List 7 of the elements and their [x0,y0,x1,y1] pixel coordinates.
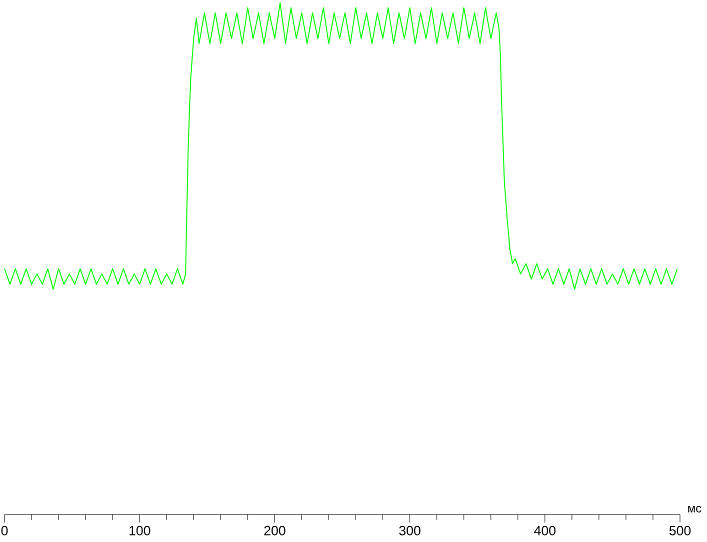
x-tick-label: 100 [130,526,150,536]
x-tick-label: 0 [1,526,8,536]
x-axis-title: мс [688,506,702,512]
x-tick-label: 400 [534,526,556,536]
x-tick-label: 300 [399,526,420,536]
x-tick-label: 200 [264,526,286,536]
x-tick-label: 500 [669,526,691,536]
